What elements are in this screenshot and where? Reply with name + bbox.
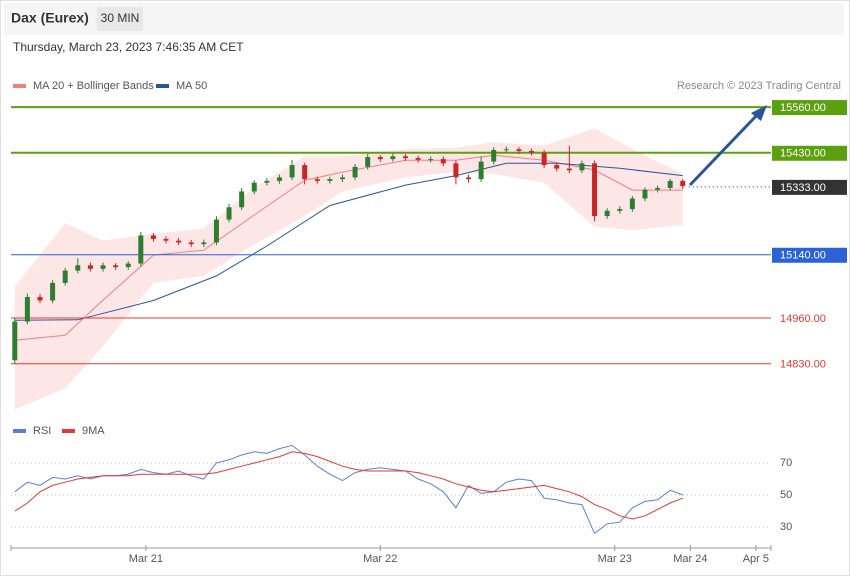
candle-body: [365, 157, 371, 167]
candle-body: [50, 282, 56, 301]
y-tick-label: 70: [780, 457, 792, 469]
candle-body: [642, 189, 648, 199]
x-tick-label: Apr 5: [743, 553, 769, 565]
rsi-line: [14, 451, 683, 520]
candle-body: [163, 238, 169, 241]
level-label: 15560.00: [780, 102, 826, 114]
interval: 30 MIN: [101, 11, 140, 25]
candle-body: [478, 161, 484, 180]
candle-body: [264, 180, 270, 183]
candle-body: [113, 265, 119, 268]
timestamp: Thursday, March 23, 2023 7:46:35 AM CET: [13, 40, 244, 54]
candle-body: [302, 165, 308, 180]
candle-body: [12, 321, 18, 361]
x-tick-label: Mar 22: [363, 553, 397, 565]
candle-body: [339, 177, 345, 180]
legend-swatch: [62, 429, 75, 433]
candle-body: [201, 242, 207, 245]
candle-body: [566, 168, 572, 171]
x-tick-label: Mar 24: [673, 553, 707, 565]
candle-body: [554, 165, 560, 169]
candle-body: [415, 158, 421, 160]
candle-body: [503, 149, 509, 151]
candle-body: [604, 210, 610, 217]
candle-body: [541, 152, 547, 166]
legend-swatch: [13, 84, 26, 88]
level-label-box: [772, 100, 847, 116]
candle-body: [62, 270, 68, 283]
candle-body: [516, 149, 522, 152]
y-tick-label: 50: [780, 489, 792, 501]
bollinger-band: [14, 128, 683, 410]
candle-body: [655, 187, 661, 190]
legend-label: RSI: [33, 425, 51, 437]
level-label-box: [772, 179, 847, 195]
candle-body: [617, 209, 623, 211]
level-label: 15140.00: [780, 250, 826, 262]
candle-body: [138, 235, 144, 264]
candle-body: [680, 180, 686, 187]
candle-body: [125, 263, 131, 268]
candle-body: [75, 265, 81, 271]
legend-swatch: [156, 84, 169, 88]
candle-body: [390, 156, 396, 160]
title: Dax (Eurex): [11, 10, 89, 26]
candle-body: [251, 182, 257, 192]
projection-arrowhead: [751, 105, 767, 121]
candle-body: [327, 179, 333, 181]
legend-label: 9MA: [82, 425, 105, 437]
candle-body: [314, 179, 320, 181]
rsi-panel: 30 50 70 Mar 21 Mar 22 Mar 23 Mar 24 Apr 5: [10, 444, 792, 565]
y-tick-label: 30: [780, 521, 792, 533]
candle-body: [239, 191, 245, 208]
candle-body: [667, 180, 673, 188]
candle-body: [150, 235, 156, 239]
candle-body: [592, 163, 598, 217]
moving-average: [14, 154, 683, 341]
level-label-box: [772, 247, 847, 263]
candle-body: [428, 159, 434, 161]
level-label: 14830.00: [780, 359, 826, 371]
level-label-box: [772, 145, 847, 161]
candle-body: [188, 242, 194, 245]
candle-body: [24, 296, 30, 322]
legend-label: MA 20 + Bollinger Bands: [33, 80, 154, 92]
candle-body: [100, 265, 106, 269]
x-tick-label: Mar 21: [129, 553, 163, 565]
candle-body: [629, 198, 635, 210]
candle-body: [453, 163, 459, 178]
x-tick-label: Mar 23: [598, 553, 632, 565]
candle-body: [529, 151, 535, 153]
legend-swatch: [13, 429, 26, 433]
candle-body: [491, 149, 497, 162]
candle-body: [37, 296, 43, 301]
interval-box: [97, 7, 143, 31]
candle-body: [352, 166, 358, 178]
projection-arrow: [688, 112, 760, 187]
candle-body: [226, 207, 232, 220]
candle-body: [440, 159, 446, 164]
candle-body: [466, 177, 472, 180]
candle-body: [377, 157, 383, 160]
moving-average: [14, 162, 683, 321]
legend-label: MA 50: [176, 80, 207, 92]
level-label: 15430.00: [780, 148, 826, 160]
price-panel: 15560.00 15430.00 15333.00 15140.00 14960.00…: [11, 100, 847, 410]
level-label: 15333.00: [780, 182, 826, 194]
candle-body: [276, 177, 282, 181]
candle-body: [402, 156, 408, 159]
header-bar: [4, 3, 844, 35]
candle-body: [213, 219, 219, 243]
candle-body: [176, 240, 182, 243]
rsi-line: [14, 444, 683, 535]
level-label: 14960.00: [780, 313, 826, 325]
credit: Research © 2023 Trading Central: [677, 80, 841, 92]
candle-body: [87, 265, 93, 269]
candle-body: [289, 165, 295, 178]
candle-body: [579, 163, 585, 171]
